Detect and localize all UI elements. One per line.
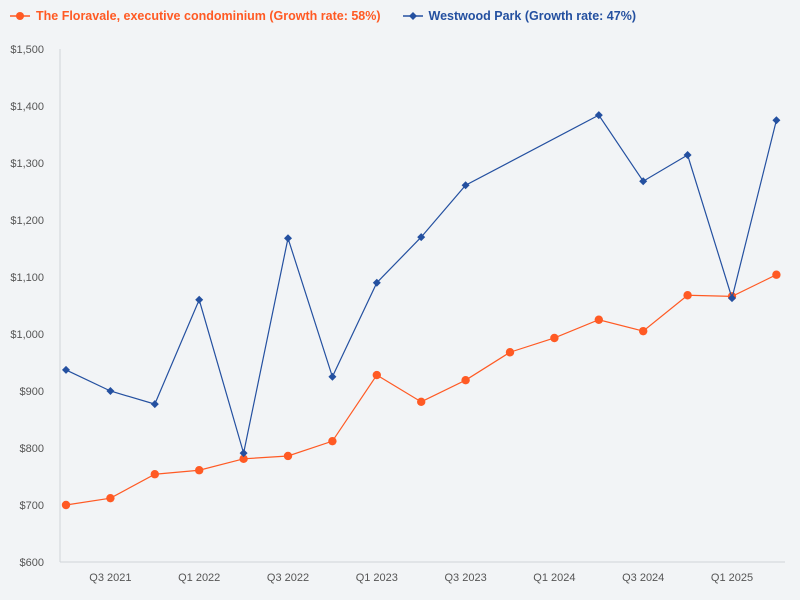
y-tick-label: $1,200 (10, 215, 44, 227)
y-tick-label: $900 (20, 386, 44, 398)
data-point (550, 333, 559, 343)
y-tick-label: $1,400 (10, 101, 44, 113)
x-tick-label: Q1 2025 (711, 572, 753, 584)
x-tick-label: Q1 2022 (178, 572, 220, 584)
x-tick-label: Q1 2024 (533, 572, 575, 584)
data-point (772, 270, 781, 279)
data-point (284, 234, 292, 243)
data-point (594, 315, 603, 324)
legend-item-westwood[interactable]: Westwood Park (Growth rate: 47%) (402, 9, 636, 23)
data-point (372, 278, 381, 287)
y-tick-label: $1,000 (10, 329, 44, 341)
data-point (328, 372, 337, 381)
y-tick-label: $800 (20, 443, 44, 455)
x-tick-label: Q3 2024 (622, 572, 664, 584)
data-point (106, 387, 115, 395)
data-point (639, 326, 648, 336)
legend-item-floravale[interactable]: The Floravale, executive condominium (Gr… (10, 9, 381, 23)
y-tick-label: $700 (20, 500, 44, 512)
data-point (772, 116, 781, 125)
y-tick-label: $1,100 (10, 272, 44, 284)
data-point (594, 111, 603, 120)
diamond-marker-icon (402, 12, 423, 20)
data-point (461, 181, 470, 190)
data-point (417, 233, 426, 242)
circle-marker-icon (10, 12, 30, 20)
y-tick-label: $1,300 (10, 158, 44, 170)
y-tick-label: $600 (20, 557, 44, 569)
data-point (728, 294, 736, 303)
x-tick-label: Q1 2023 (356, 572, 398, 584)
data-point (683, 291, 692, 300)
data-point (239, 449, 248, 458)
data-point (195, 295, 204, 304)
legend-label: The Floravale, executive condominium (Gr… (36, 9, 381, 23)
data-point (505, 348, 515, 357)
data-point (372, 370, 381, 380)
x-tick-label: Q3 2022 (267, 572, 309, 584)
data-point (683, 151, 692, 160)
legend-label: Westwood Park (Growth rate: 47%) (428, 9, 636, 23)
data-point (62, 365, 70, 374)
data-point (417, 397, 426, 407)
y-tick-label: $1,500 (10, 44, 44, 56)
series-line-0 (65, 274, 777, 506)
data-point (639, 177, 648, 186)
legend: The Floravale, executive condominium (Gr… (10, 9, 636, 23)
data-point (461, 375, 470, 385)
data-point (328, 436, 337, 446)
data-point (106, 493, 115, 503)
data-point (283, 451, 293, 461)
data-point (150, 400, 159, 409)
data-point (61, 500, 71, 510)
x-tick-label: Q3 2023 (444, 572, 486, 584)
data-point (150, 470, 159, 479)
data-point (239, 454, 248, 464)
x-tick-label: Q3 2021 (89, 572, 131, 584)
data-point (195, 466, 204, 475)
